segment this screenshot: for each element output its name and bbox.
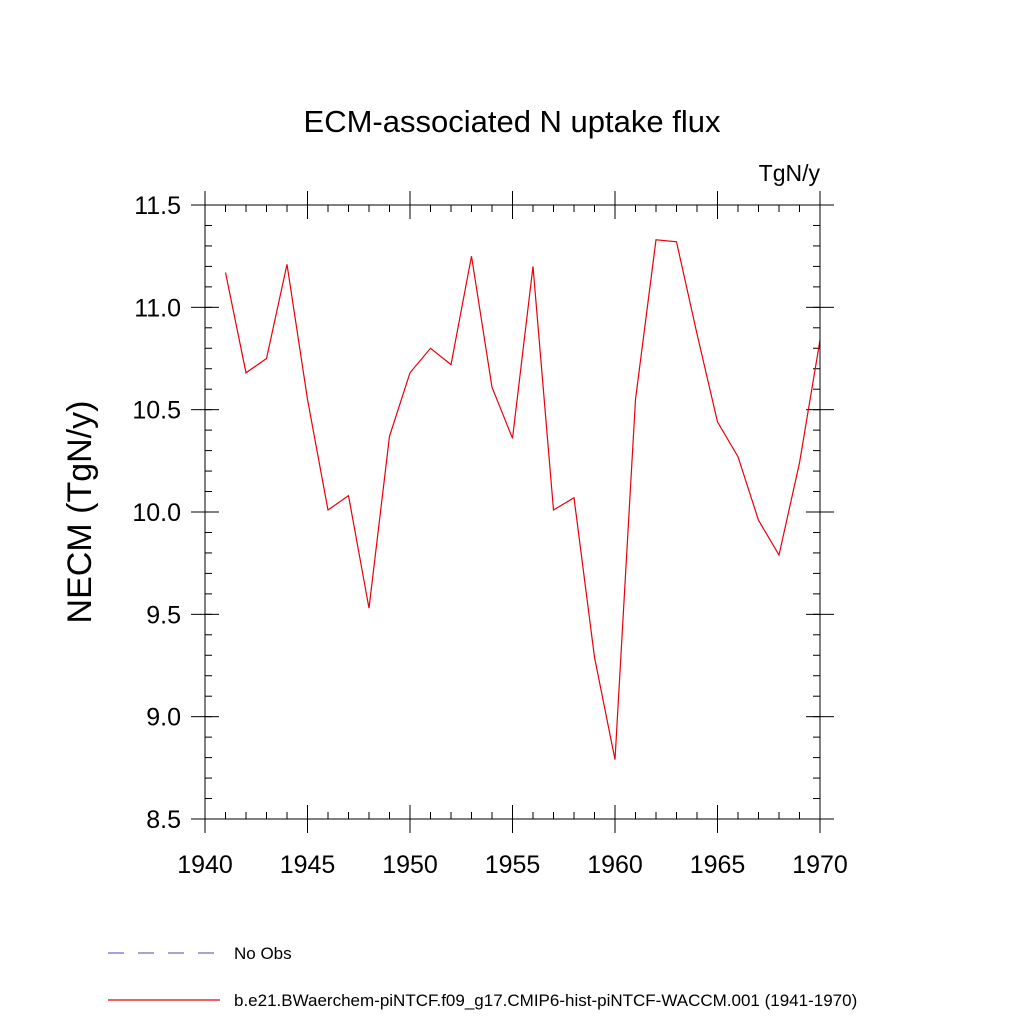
legend: No Obs b.e21.BWaerchem-piNTCF.f09_g17.CMI…: [108, 944, 857, 1010]
legend-label-1: b.e21.BWaerchem-piNTCF.f09_g17.CMIP6-his…: [234, 991, 857, 1010]
x-tick-label: 1965: [690, 851, 746, 879]
series-group: [224, 239, 821, 760]
x-tick-label: 1955: [485, 851, 541, 879]
x-tick-label: 1940: [177, 851, 233, 879]
y-tick-label: 9.0: [146, 704, 181, 732]
x-tick-label: 1945: [280, 851, 336, 879]
y-tick-label: 10.5: [132, 397, 181, 425]
x-tick-label: 1950: [382, 851, 438, 879]
chart-title: ECM-associated N uptake flux: [304, 104, 721, 139]
plot-frame: [204, 204, 821, 820]
y-axis-label: NECM (TgN/y): [61, 401, 99, 624]
y-tick-label: 11.0: [134, 294, 181, 322]
legend-label-0: No Obs: [234, 944, 292, 963]
y-tick-label: 9.5: [146, 601, 181, 629]
minor-ticks: [204, 204, 821, 820]
y-tick-label: 8.5: [146, 806, 181, 834]
x-tick-label: 1960: [587, 851, 643, 879]
y-tick-label: 11.5: [134, 192, 181, 220]
x-tick-label: 1970: [792, 851, 848, 879]
major-ticks: [191, 191, 834, 833]
y-tick-label: 10.0: [132, 499, 181, 527]
x-tick-labels: 1940 1945 1950 1955 1960 1965 1970: [177, 851, 848, 879]
units-label: TgN/y: [759, 160, 821, 186]
series-line-1: [224, 239, 821, 760]
y-tick-labels: 8.5 9.0 9.5 10.0 10.5 11.0 11.5: [132, 192, 181, 834]
